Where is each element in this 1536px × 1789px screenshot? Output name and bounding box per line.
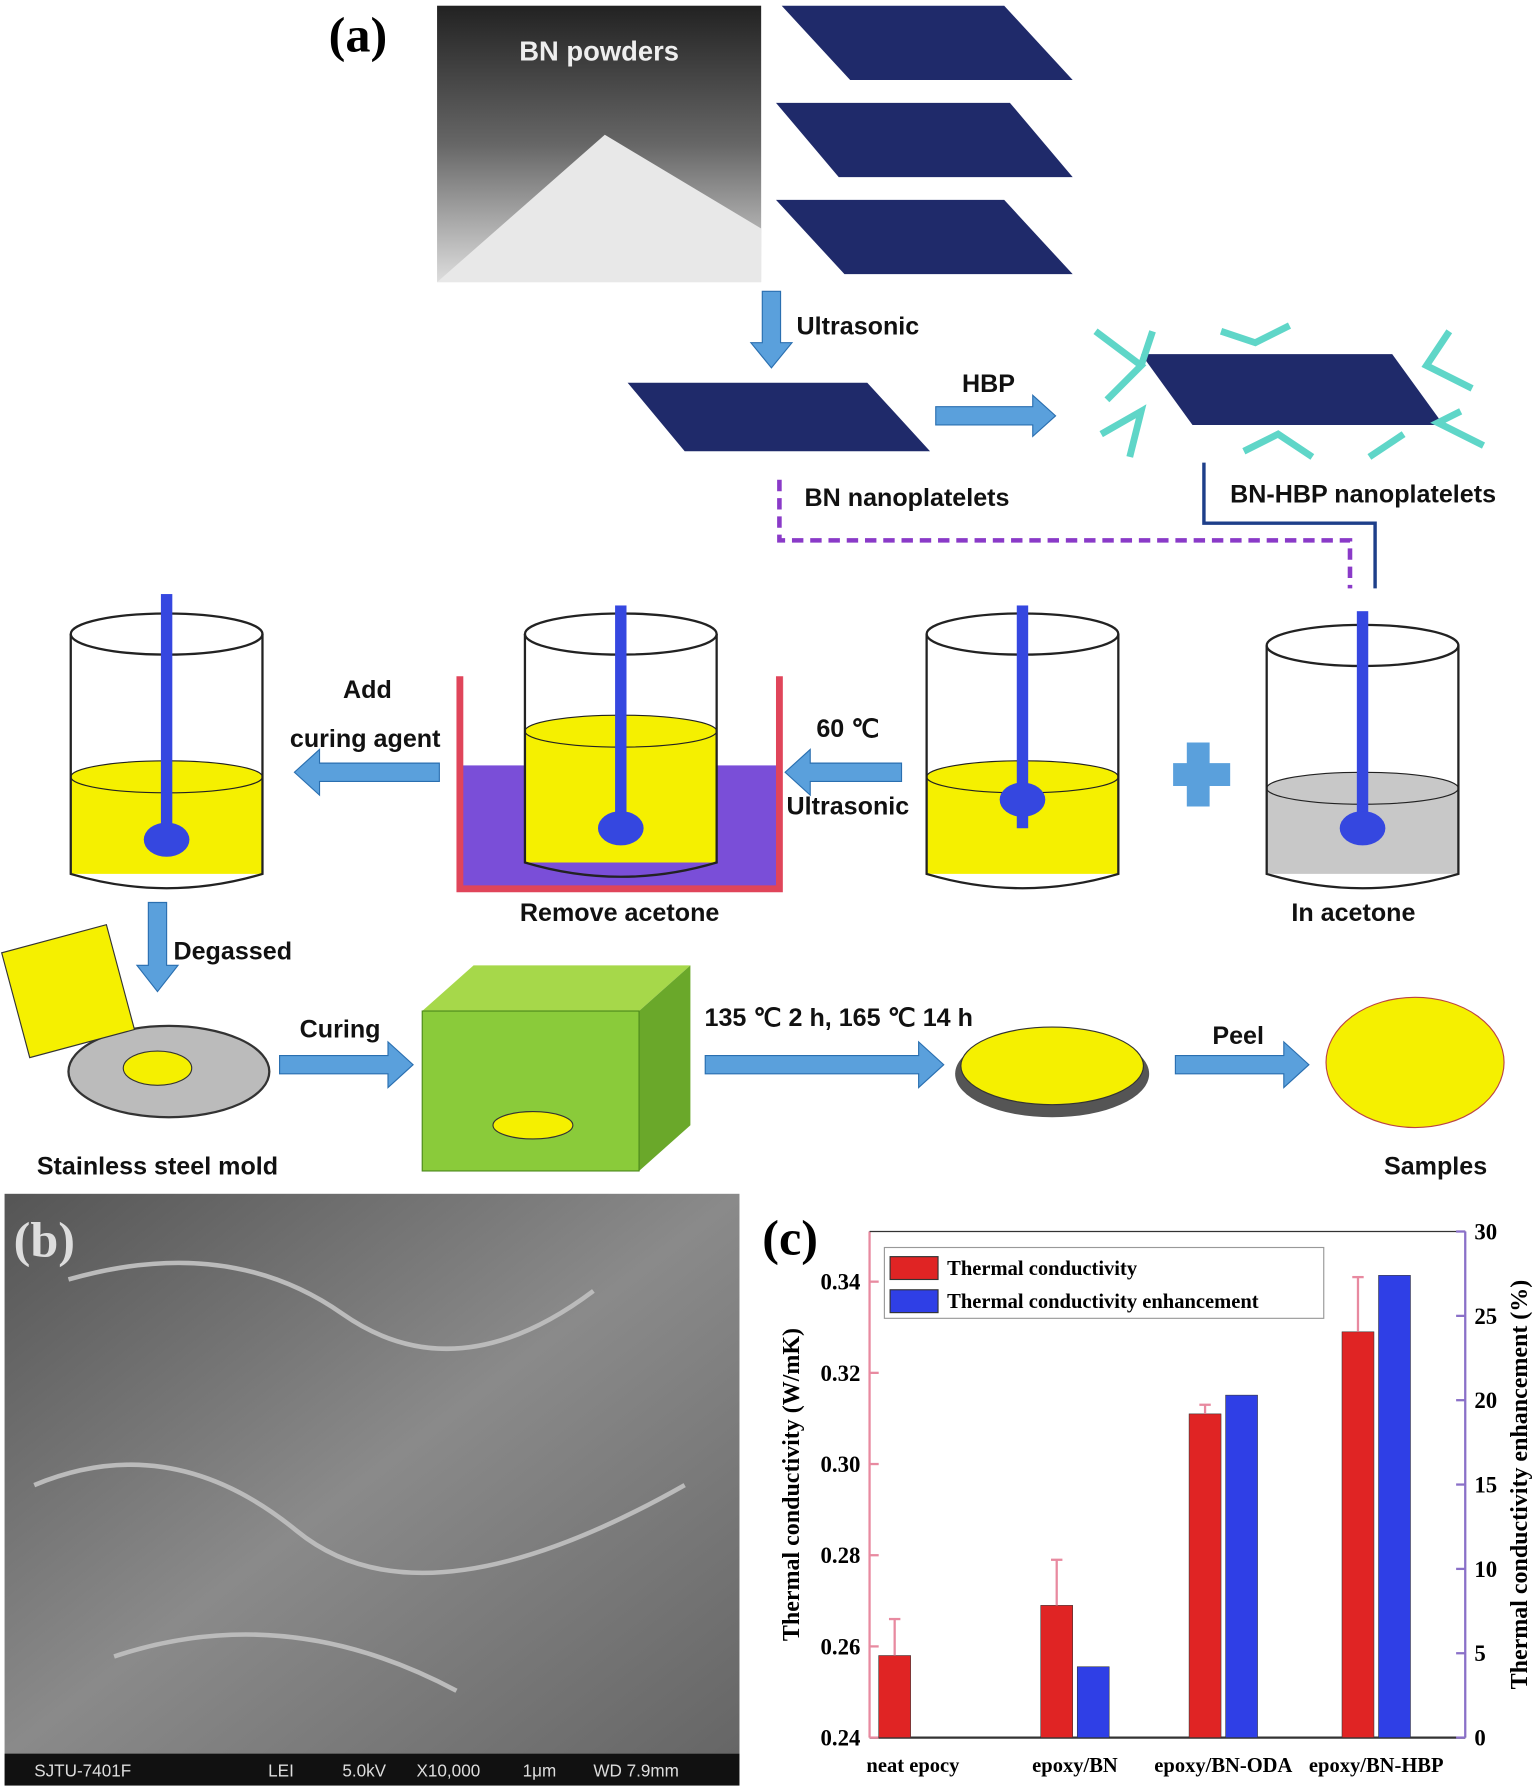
- step-label: In acetone: [1291, 899, 1415, 927]
- beaker: [925, 605, 1120, 890]
- beaker: [1265, 611, 1460, 890]
- step-label: Add: [343, 676, 392, 704]
- product-label: BN-HBP nanoplatelets: [1230, 481, 1496, 509]
- panel-a: (a) BN powders Ultrasonic HBP BN nanopla…: [0, 5, 1505, 1180]
- x-tick-label: epoxy/BN-HBP: [1309, 1755, 1444, 1777]
- step-label: HBP: [962, 370, 1015, 398]
- info-text: WD 7.9mm: [593, 1761, 679, 1780]
- arrow: [784, 748, 903, 797]
- x-tick-label: epoxy/BN: [1032, 1755, 1118, 1777]
- arrow: [749, 290, 794, 369]
- bn-stack: [775, 5, 1073, 275]
- info-texts: SJTU-7401F LEI 5.0kV X10,000 1μm WD 7.9m…: [34, 1761, 679, 1780]
- y-tick-label: 0.26: [821, 1634, 861, 1659]
- panel-c: (c) 0.24 0.26 0.28 0.30 0.32 0.34 0 5 10 15 20 25 30…: [762, 1209, 1533, 1777]
- legend-box: [883, 1246, 1325, 1319]
- arrow: [279, 1040, 414, 1089]
- beaker: [69, 594, 264, 890]
- y2-tick-label: 0: [1474, 1726, 1485, 1751]
- nanoplatelet: [1141, 354, 1444, 425]
- bath-wall: [456, 676, 783, 893]
- info-text: SJTU-7401F: [34, 1761, 131, 1780]
- legend-swatch: [889, 1289, 939, 1314]
- photo-label: BN powders: [519, 36, 679, 67]
- info-text: 1μm: [523, 1761, 557, 1780]
- y-tick-label: 0.28: [821, 1543, 861, 1568]
- info-text: 5.0kV: [342, 1761, 386, 1780]
- arrow: [135, 901, 180, 993]
- legend-label: Thermal conductivity enhancement: [947, 1291, 1259, 1313]
- arrow: [704, 1040, 945, 1089]
- step-label: Remove acetone: [520, 899, 719, 927]
- bar: [1040, 1605, 1073, 1738]
- sample: [1325, 996, 1505, 1129]
- y-tick-label: 0.30: [821, 1452, 861, 1477]
- tilted-beaker: [0, 924, 136, 1059]
- y2-tick-label: 10: [1474, 1557, 1497, 1582]
- info-text: X10,000: [417, 1761, 481, 1780]
- y-axis-title: Thermal conductivity (W/mK): [779, 1328, 805, 1641]
- step-label: Ultrasonic: [797, 313, 920, 341]
- plate-sample: [960, 1026, 1145, 1106]
- step-label: Degassed: [173, 938, 292, 966]
- bar: [1341, 1331, 1375, 1738]
- step-label: 135 ℃ 2 h, 165 ℃ 14 h: [705, 1004, 973, 1032]
- y-tick-label: 0.34: [821, 1270, 861, 1295]
- arrow: [935, 393, 1057, 438]
- y-tick-label: 0.24: [821, 1726, 861, 1751]
- product-label: BN nanoplatelets: [805, 484, 1010, 512]
- panel-b: (b) SJTU-7401F LEI 5.0kV X10,000 1μm WD …: [4, 1193, 740, 1786]
- oven-sample: [492, 1110, 574, 1140]
- y2-tick-label: 5: [1474, 1641, 1485, 1666]
- arrow: [293, 748, 440, 797]
- bar: [878, 1655, 911, 1738]
- y2-tick-label: 25: [1474, 1304, 1497, 1329]
- y2-tick-label: 30: [1474, 1219, 1497, 1244]
- info-text: LEI: [268, 1761, 294, 1780]
- bar: [1076, 1666, 1110, 1738]
- oven-side: [639, 965, 691, 1171]
- oven-front: [421, 1010, 640, 1172]
- y-tick-label: 0.32: [821, 1361, 861, 1386]
- panel-label: (b): [14, 1212, 75, 1268]
- x-tick-label: epoxy/BN-ODA: [1154, 1755, 1292, 1777]
- step-label: Curing: [300, 1015, 381, 1043]
- bar: [1378, 1275, 1411, 1738]
- hbp-branches: [1093, 322, 1486, 460]
- x-tick-label: neat epocy: [866, 1755, 960, 1777]
- sem-image: [4, 1193, 740, 1754]
- legend-swatch: [889, 1256, 939, 1281]
- panel-label: (c): [762, 1209, 818, 1265]
- info-bar: [4, 1753, 740, 1786]
- plus: [1173, 742, 1231, 807]
- oven-top: [422, 965, 691, 1012]
- y2-axis-title: Thermal conductivity enhancement (%): [1507, 1280, 1533, 1690]
- step-label: curing agent: [290, 725, 441, 753]
- step-label: Ultrasonic: [787, 793, 910, 821]
- legend-label: Thermal conductivity: [947, 1258, 1138, 1280]
- bar: [1225, 1394, 1258, 1738]
- sem-texture: [33, 1260, 686, 1693]
- y2-tick-label: 20: [1474, 1388, 1497, 1413]
- panel-label: (a): [329, 6, 388, 62]
- mold-sample: [122, 1050, 193, 1086]
- y2-tick-label: 15: [1474, 1473, 1497, 1498]
- step-label: 60 ℃: [816, 715, 879, 743]
- step-label: Samples: [1384, 1152, 1487, 1180]
- connector: [1202, 462, 1377, 589]
- powder-pile: [437, 134, 762, 283]
- nanoplatelet: [627, 382, 931, 452]
- arrow: [1174, 1040, 1310, 1089]
- step-label: Stainless steel mold: [37, 1152, 278, 1180]
- bar: [1188, 1413, 1222, 1738]
- step-label: Peel: [1212, 1022, 1264, 1050]
- beaker: [523, 605, 718, 878]
